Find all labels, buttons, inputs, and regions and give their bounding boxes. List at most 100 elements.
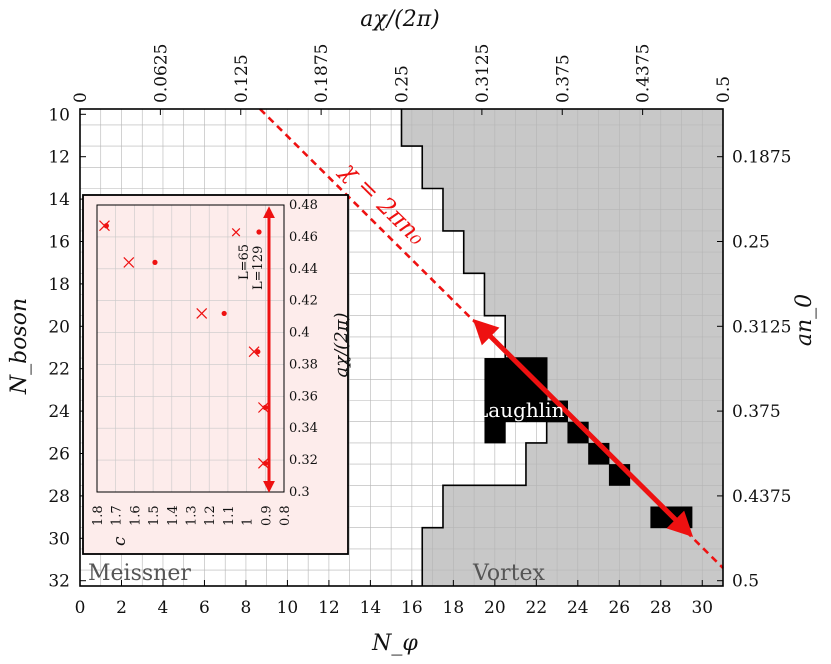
inset-x-tick-label: 1 (241, 518, 256, 526)
vortex-row (422, 146, 723, 168)
inset-y-ticks: 0.48 0.46 0.44 0.42 0.4 0.38 0.36 0.34 0.32 0.3 (289, 198, 318, 500)
x-tick-label: 26 (608, 598, 630, 618)
top-tick-label: 0.375 (553, 54, 573, 103)
x-tick-label: 22 (526, 598, 548, 618)
inset-legend-l65: L=65 (237, 244, 252, 280)
right-axis-label: an_0 (792, 294, 817, 346)
inset-x-tick-label: 1.3 (185, 505, 200, 526)
x-tick-label: 8 (241, 598, 252, 618)
top-tick-label: 0.0625 (151, 44, 171, 103)
inset-x-tick-label: 1.1 (222, 505, 237, 526)
vortex-row (422, 527, 723, 549)
vortex-row (546, 358, 723, 380)
inset-x-tick-label: 1.4 (166, 505, 181, 526)
x-tick-label: 30 (691, 598, 713, 618)
top-tick-label: 0.5 (714, 76, 734, 103)
inset-y-tick-label: 0.36 (289, 389, 318, 404)
region-label-vortex: Vortex (472, 561, 545, 586)
inset-background (82, 194, 349, 555)
y-tick-label: 10 (48, 105, 70, 125)
top-axis-label: aχ/(2π) (360, 7, 439, 32)
y-axis-ticks: 10 12 14 16 18 20 22 24 26 28 30 32 (48, 105, 86, 592)
vortex-row (422, 548, 723, 571)
inset-legend-l129: L=129 (251, 246, 266, 290)
inset-x-tick-label: 1.2 (203, 505, 218, 526)
y-tick-label: 16 (48, 233, 70, 253)
right-axis-ticks: 0.1875 0.25 0.3125 0.375 0.4375 0.5 (717, 148, 791, 592)
top-tick-label: 0.25 (393, 65, 413, 103)
right-tick-label: 0.5 (732, 572, 759, 592)
laughlin-cell (484, 358, 506, 380)
inset-legend: × L=65 L=129 (230, 223, 266, 290)
top-tick-label: 0.1875 (312, 44, 332, 103)
y-tick-label: 18 (48, 275, 70, 295)
inset-y-tick-label: 0.34 (289, 421, 318, 436)
inset-legend-x-marker: × (230, 223, 243, 241)
inset-dot-marker (262, 404, 268, 411)
vortex-row (463, 230, 723, 253)
y-axis-label: N_boson (7, 298, 32, 395)
x-tick-label: 14 (360, 598, 382, 618)
inset-legend-dot-marker (256, 229, 262, 235)
inset-frame (96, 204, 285, 493)
vortex-row (484, 294, 723, 316)
x-tick-label: 20 (484, 598, 506, 618)
inset-panel: 1.8 1.7 1.6 1.5 1.4 1.3 1.2 1.1 1 0.9 0.8 0.48 0.46… (82, 194, 352, 555)
y-tick-label: 26 (48, 445, 70, 465)
right-tick-label: 0.3125 (732, 317, 791, 337)
top-axis-ticks: 0 0.0625 0.125 0.1875 0.25 0.3125 0.375 0.4375 0… (71, 44, 734, 115)
right-tick-label: 0.25 (732, 233, 770, 253)
y-tick-label: 32 (48, 572, 70, 592)
y-tick-label: 30 (48, 529, 70, 549)
top-tick-label: 0 (71, 92, 91, 103)
inset-x-label: c (110, 536, 130, 546)
x-tick-label: 4 (158, 598, 169, 618)
inset-x-tick-label: 0.9 (259, 505, 274, 526)
x-tick-label: 18 (443, 598, 465, 618)
laughlin-arrow (472, 318, 694, 538)
inset-x-tick-label: 1.6 (128, 505, 143, 526)
inset-x-tick-label: 1.8 (91, 505, 106, 526)
vortex-row (505, 336, 723, 359)
vortex-row (505, 315, 723, 337)
vortex-row (484, 273, 723, 295)
inset-y-tick-label: 0.44 (289, 262, 318, 277)
inset-x-tick-label: 0.8 (278, 505, 293, 526)
x-tick-label: 12 (318, 598, 340, 618)
inset-y-tick-label: 0.3 (289, 485, 310, 500)
x-tick-label: 24 (567, 598, 589, 618)
y-tick-label: 22 (48, 360, 70, 380)
top-tick-label: 0.125 (232, 54, 252, 103)
y-tick-label: 14 (48, 190, 70, 210)
inset-x-marker (248, 346, 260, 358)
x-tick-label: 6 (199, 598, 210, 618)
y-tick-label: 12 (48, 148, 70, 168)
inset-y-tick-label: 0.46 (289, 230, 318, 245)
inset-x-marker (123, 256, 135, 268)
inset-dot-marker (255, 349, 261, 355)
inset-dot-marker (152, 259, 158, 265)
top-tick-label: 0.3125 (473, 44, 493, 103)
inset-y-tick-label: 0.4 (289, 326, 310, 341)
y-tick-label: 28 (48, 487, 70, 507)
inset-y-tick-label: 0.48 (289, 198, 318, 213)
inset-x-ticks: 1.8 1.7 1.6 1.5 1.4 1.3 1.2 1.1 1 0.9 0.8 (91, 505, 293, 526)
inset-x-tick-label: 1.5 (147, 505, 162, 526)
vortex-row (422, 167, 723, 189)
region-label-meissner: Meissner (88, 561, 191, 586)
inset-y-tick-label: 0.38 (289, 357, 318, 372)
x-tick-label: 28 (650, 598, 672, 618)
inset-y-tick-label: 0.32 (289, 453, 318, 468)
inset-dot-marker (262, 460, 268, 466)
inset-y-label: aχ/(2π) (331, 312, 352, 377)
top-tick-label: 0.4375 (634, 44, 654, 103)
x-axis-label: N_φ (371, 631, 418, 656)
vortex-row (422, 570, 723, 586)
region-label-laughlin: Laughlin (475, 398, 565, 422)
inset-x-marker (196, 307, 208, 319)
y-tick-label: 20 (48, 317, 70, 337)
x-axis-ticks: 0 2 4 6 8 10 12 14 16 18 20 22 24 26 28 30 (75, 580, 713, 618)
right-tick-label: 0.4375 (732, 487, 791, 507)
x-tick-label: 10 (277, 598, 299, 618)
